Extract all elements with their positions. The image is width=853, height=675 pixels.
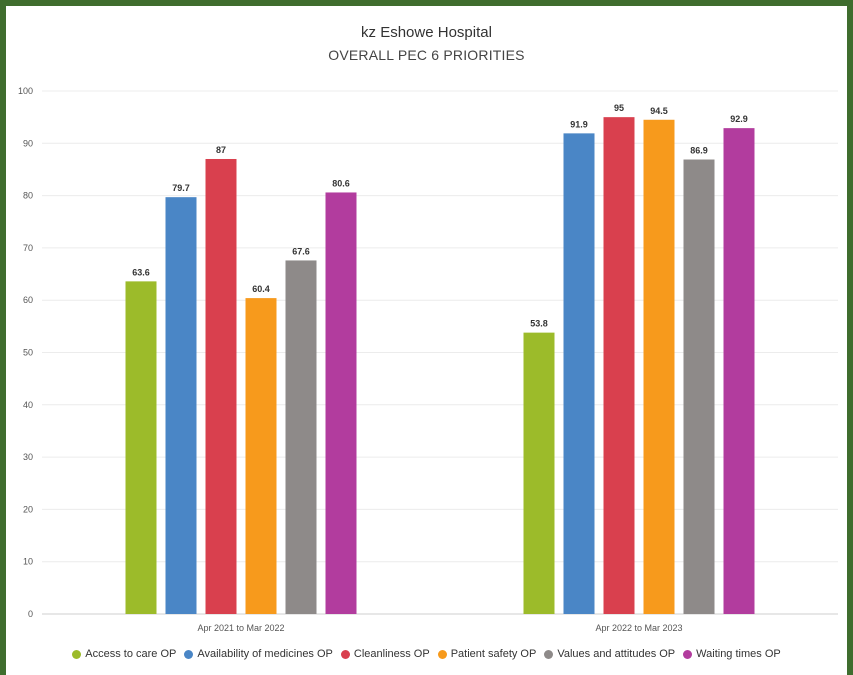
y-tick-label: 60 — [23, 295, 33, 305]
data-label: 79.7 — [172, 183, 190, 193]
data-label: 94.5 — [650, 106, 668, 116]
data-label: 53.8 — [530, 319, 548, 329]
bar — [723, 128, 755, 614]
bar — [603, 117, 635, 615]
bar — [523, 332, 555, 614]
data-label: 91.9 — [570, 119, 588, 129]
legend-label: Waiting times OP — [696, 648, 781, 660]
y-tick-label: 100 — [18, 86, 33, 96]
legend-swatch — [184, 649, 194, 659]
chart-title: kz Eshowe Hospital — [361, 24, 492, 41]
y-tick-label: 70 — [23, 243, 33, 253]
bar — [563, 133, 595, 614]
data-label: 86.9 — [690, 146, 708, 156]
legend-item: Patient safety OP — [437, 648, 537, 660]
legend-swatch — [437, 649, 447, 659]
y-tick-label: 0 — [28, 609, 33, 619]
legend-swatch — [72, 649, 82, 659]
chart-subtitle: OVERALL PEC 6 PRIORITIES — [328, 47, 525, 63]
legend-label: Cleanliness OP — [353, 648, 430, 660]
legend-label: Availability of medicines OP — [197, 648, 333, 660]
bar — [683, 159, 715, 614]
data-label: 67.6 — [292, 246, 310, 256]
bar — [205, 158, 237, 615]
x-category-label: Apr 2022 to Mar 2023 — [595, 623, 682, 633]
legend-item: Access to care OP — [72, 648, 176, 660]
y-tick-label: 10 — [23, 557, 33, 567]
chart-legend: Access to care OP Availability of medicin… — [0, 648, 853, 660]
legend-swatch — [683, 649, 693, 659]
legend-label: Access to care OP — [85, 648, 177, 660]
bar — [285, 260, 317, 614]
data-label: 80.6 — [332, 178, 350, 188]
legend-swatch — [340, 649, 350, 659]
bar — [245, 298, 277, 614]
legend-item: Availability of medicines OP — [184, 648, 333, 660]
bar — [165, 197, 197, 614]
y-tick-label: 40 — [23, 400, 33, 410]
data-label: 95 — [614, 103, 624, 113]
y-tick-label: 30 — [23, 452, 33, 462]
legend-label: Patient safety OP — [450, 648, 537, 660]
data-label: 92.9 — [730, 114, 748, 124]
x-category-label: Apr 2021 to Mar 2022 — [197, 623, 284, 633]
data-label: 60.4 — [252, 284, 270, 294]
legend-item: Cleanliness OP — [340, 648, 430, 660]
data-label: 87 — [216, 145, 226, 155]
data-label: 63.6 — [132, 267, 150, 277]
legend-item: Values and attitudes OP — [544, 648, 675, 660]
y-tick-label: 90 — [23, 138, 33, 148]
y-tick-label: 80 — [23, 191, 33, 201]
bar — [643, 119, 675, 614]
bar — [125, 281, 157, 614]
y-tick-label: 20 — [23, 504, 33, 514]
legend-swatch — [544, 649, 554, 659]
y-tick-label: 50 — [23, 348, 33, 358]
legend-label: Values and attitudes OP — [557, 648, 676, 660]
bar — [325, 192, 357, 614]
legend-item: Waiting times OP — [683, 648, 781, 660]
